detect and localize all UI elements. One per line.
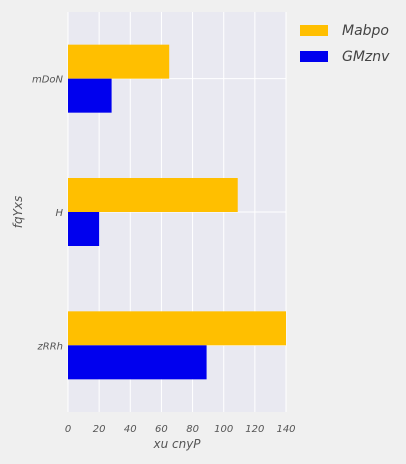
legend: Mabpo GMznv xyxy=(300,23,390,65)
x-tick-label-4: 80 xyxy=(186,424,199,435)
x-tick-label-3: 60 xyxy=(155,424,168,435)
x-tick-label-1: 20 xyxy=(93,424,106,435)
legend-swatch-Mabpo xyxy=(300,25,328,36)
bar-Mabpo-mDoN xyxy=(68,44,170,79)
y-tick-label-0: mDoN xyxy=(32,75,64,86)
x-tick-label-6: 120 xyxy=(245,424,264,435)
bar-Mabpo-H xyxy=(68,178,238,212)
bars xyxy=(68,44,286,380)
legend-label-Mabpo: Mabpo xyxy=(342,23,389,39)
bar-Mabpo-zRRh xyxy=(68,311,286,346)
y-tick-label-2: zRRh xyxy=(37,341,63,352)
bar-GMznv-mDoN xyxy=(68,78,112,113)
bar-GMznv-zRRh xyxy=(68,345,207,380)
x-axis-title: xu cnyP xyxy=(152,437,201,451)
x-tick-label-2: 40 xyxy=(124,424,137,435)
legend-swatch-GMznv xyxy=(300,51,328,62)
y-axis-title: fqYxs xyxy=(11,196,25,229)
y-tick-label-1: H xyxy=(55,208,63,219)
bar-GMznv-H xyxy=(68,212,100,246)
x-tick-labels: 0 20 40 60 80 100 120 140 xyxy=(65,424,296,435)
legend-label-GMznv: GMznv xyxy=(342,49,390,65)
x-tick-label-0: 0 xyxy=(65,424,71,435)
x-tick-label-7: 140 xyxy=(276,424,295,435)
x-tick-label-5: 100 xyxy=(214,424,233,435)
